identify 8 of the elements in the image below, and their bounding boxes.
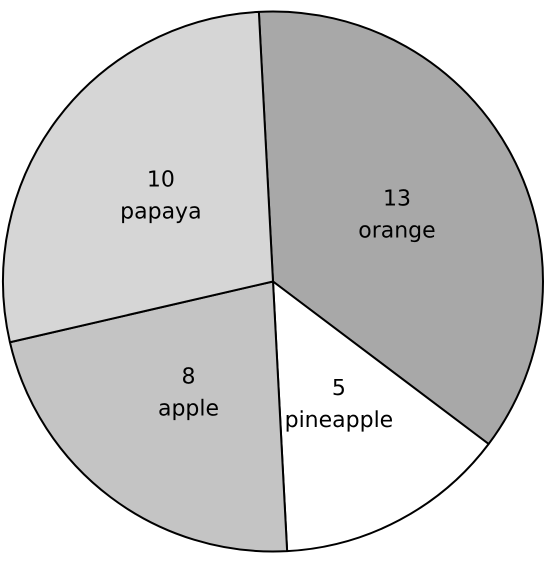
data-label: 10	[146, 168, 175, 193]
slice-label: orange	[358, 218, 436, 244]
data-label: 13	[382, 186, 411, 212]
slice-label: apple	[158, 396, 220, 422]
data-label: 8	[182, 364, 196, 390]
slice-label: pineapple	[284, 408, 394, 434]
data-label: 5	[332, 376, 346, 402]
slice-label: papaya	[120, 200, 202, 225]
